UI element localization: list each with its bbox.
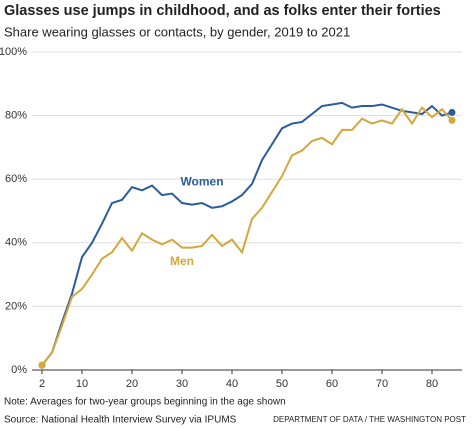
- x-tick-label: 70: [376, 378, 388, 390]
- y-tick-label: 60%: [5, 173, 27, 185]
- y-tick-label: 80%: [5, 110, 27, 122]
- end-dot: [448, 108, 456, 116]
- source: Source: National Health Interview Survey…: [4, 415, 237, 426]
- x-tick-label: 80: [426, 378, 438, 390]
- y-tick-label: 100%: [0, 46, 27, 58]
- x-tick-label: 60: [326, 378, 338, 390]
- x-tick-label: 2: [39, 378, 45, 390]
- end-dot: [38, 361, 46, 369]
- x-tick-label: 30: [176, 378, 188, 390]
- credit: DEPARTMENT OF DATA / THE WASHINGTON POST: [273, 415, 466, 424]
- note: Note: Averages for two-year groups begin…: [4, 397, 286, 408]
- series-label: Women: [180, 175, 223, 189]
- end-dot: [448, 116, 456, 124]
- x-tick-label: 40: [226, 378, 238, 390]
- x-tick-label: 50: [276, 378, 288, 390]
- series-label: Men: [170, 254, 194, 268]
- chart-subtitle: Share wearing glasses or contacts, by ge…: [4, 24, 350, 39]
- y-tick-label: 40%: [5, 237, 27, 249]
- x-tick-label: 10: [76, 378, 88, 390]
- y-tick-label: 20%: [5, 300, 27, 312]
- series-line: [41, 101, 453, 366]
- chart-title: Glasses use jumps in childhood, and as f…: [4, 3, 441, 19]
- x-tick-label: 20: [126, 378, 138, 390]
- series-line: [41, 106, 453, 366]
- y-tick-label: 0%: [11, 364, 27, 376]
